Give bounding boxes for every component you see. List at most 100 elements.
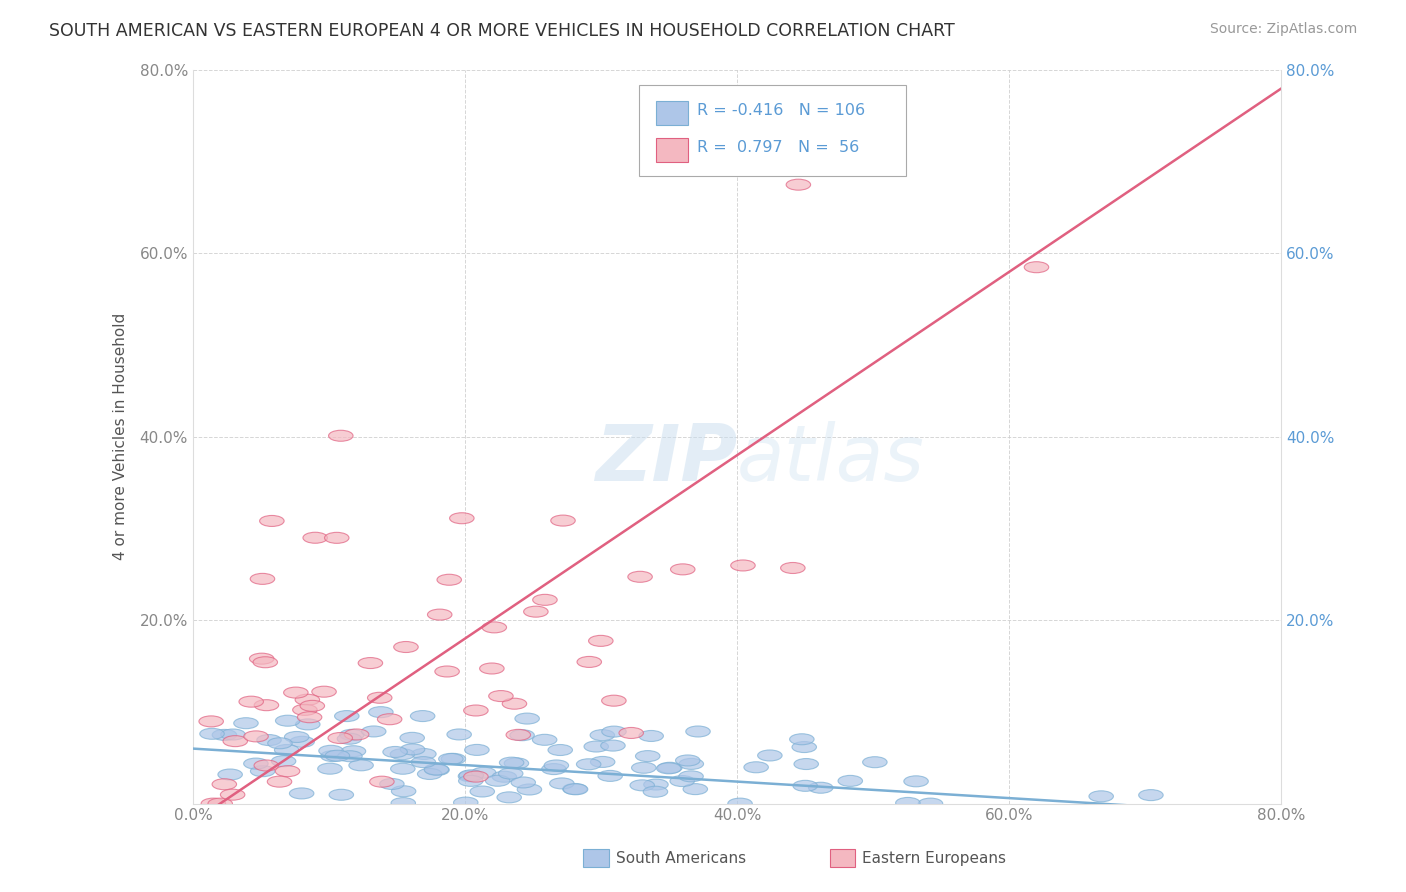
FancyBboxPatch shape	[655, 101, 688, 125]
Ellipse shape	[589, 635, 613, 647]
Ellipse shape	[224, 736, 247, 747]
Ellipse shape	[380, 779, 404, 789]
Ellipse shape	[260, 516, 284, 526]
Ellipse shape	[427, 609, 451, 620]
Ellipse shape	[644, 779, 668, 790]
Ellipse shape	[359, 657, 382, 669]
Ellipse shape	[321, 750, 344, 762]
Text: R = -0.416   N = 106: R = -0.416 N = 106	[697, 103, 865, 118]
Ellipse shape	[499, 768, 523, 779]
Ellipse shape	[631, 763, 657, 773]
Ellipse shape	[636, 750, 659, 762]
Ellipse shape	[591, 756, 614, 767]
Ellipse shape	[340, 730, 364, 740]
Ellipse shape	[517, 784, 541, 795]
Ellipse shape	[496, 792, 522, 803]
Ellipse shape	[744, 762, 768, 772]
Ellipse shape	[447, 729, 471, 740]
Ellipse shape	[669, 775, 695, 787]
Ellipse shape	[276, 715, 299, 726]
Ellipse shape	[460, 770, 484, 780]
FancyBboxPatch shape	[640, 85, 905, 177]
Ellipse shape	[284, 687, 308, 698]
Text: R =  0.797   N =  56: R = 0.797 N = 56	[697, 139, 859, 154]
Ellipse shape	[290, 788, 314, 799]
Ellipse shape	[267, 776, 292, 787]
Ellipse shape	[253, 657, 277, 668]
Ellipse shape	[391, 786, 416, 797]
Ellipse shape	[382, 747, 408, 757]
Ellipse shape	[464, 745, 489, 756]
Ellipse shape	[675, 755, 700, 766]
Ellipse shape	[564, 784, 588, 795]
Ellipse shape	[780, 563, 806, 574]
Ellipse shape	[412, 748, 436, 759]
Ellipse shape	[450, 513, 474, 524]
FancyBboxPatch shape	[655, 137, 688, 161]
Ellipse shape	[243, 758, 269, 769]
Ellipse shape	[325, 750, 350, 761]
Ellipse shape	[349, 760, 374, 771]
Ellipse shape	[541, 764, 567, 774]
Ellipse shape	[515, 713, 540, 724]
Ellipse shape	[302, 533, 328, 543]
Ellipse shape	[1088, 791, 1114, 802]
Ellipse shape	[1024, 261, 1049, 273]
Ellipse shape	[212, 730, 236, 740]
Ellipse shape	[786, 179, 811, 190]
Ellipse shape	[221, 729, 245, 740]
Ellipse shape	[318, 764, 342, 774]
Ellipse shape	[367, 692, 392, 703]
Text: SOUTH AMERICAN VS EASTERN EUROPEAN 4 OR MORE VEHICLES IN HOUSEHOLD CORRELATION C: SOUTH AMERICAN VS EASTERN EUROPEAN 4 OR …	[49, 22, 955, 40]
Ellipse shape	[328, 732, 353, 744]
Ellipse shape	[391, 797, 416, 809]
Ellipse shape	[401, 744, 425, 755]
Ellipse shape	[728, 798, 752, 809]
Ellipse shape	[679, 758, 703, 770]
Text: Eastern Europeans: Eastern Europeans	[862, 851, 1005, 865]
Ellipse shape	[337, 733, 361, 744]
Ellipse shape	[602, 726, 626, 737]
Ellipse shape	[200, 728, 225, 739]
Ellipse shape	[471, 767, 496, 778]
Ellipse shape	[257, 734, 281, 746]
Ellipse shape	[411, 711, 434, 722]
Ellipse shape	[904, 776, 928, 787]
Ellipse shape	[368, 706, 394, 718]
Ellipse shape	[439, 754, 463, 764]
Ellipse shape	[533, 734, 557, 746]
Ellipse shape	[437, 574, 461, 585]
Ellipse shape	[299, 700, 325, 711]
Ellipse shape	[233, 718, 259, 729]
Ellipse shape	[683, 783, 707, 795]
Ellipse shape	[250, 765, 276, 777]
Ellipse shape	[464, 705, 488, 716]
Ellipse shape	[218, 769, 242, 780]
Ellipse shape	[505, 758, 529, 769]
Ellipse shape	[441, 754, 465, 764]
Ellipse shape	[600, 740, 626, 751]
Ellipse shape	[335, 711, 359, 722]
Ellipse shape	[342, 746, 366, 756]
Ellipse shape	[254, 699, 278, 711]
Text: Source: ZipAtlas.com: Source: ZipAtlas.com	[1209, 22, 1357, 37]
Ellipse shape	[274, 745, 299, 756]
Ellipse shape	[630, 780, 654, 791]
Ellipse shape	[671, 564, 695, 574]
Ellipse shape	[576, 657, 602, 667]
Ellipse shape	[325, 533, 349, 543]
Ellipse shape	[337, 751, 363, 762]
Y-axis label: 4 or more Vehicles in Household: 4 or more Vehicles in Household	[114, 313, 128, 560]
Ellipse shape	[479, 663, 505, 674]
Ellipse shape	[510, 777, 536, 788]
Ellipse shape	[198, 716, 224, 727]
Ellipse shape	[377, 714, 402, 724]
Ellipse shape	[458, 771, 482, 781]
Ellipse shape	[758, 750, 782, 761]
Ellipse shape	[686, 726, 710, 737]
Ellipse shape	[434, 666, 460, 677]
Ellipse shape	[499, 757, 524, 768]
Ellipse shape	[319, 746, 343, 756]
Ellipse shape	[918, 798, 943, 809]
Ellipse shape	[502, 698, 527, 709]
